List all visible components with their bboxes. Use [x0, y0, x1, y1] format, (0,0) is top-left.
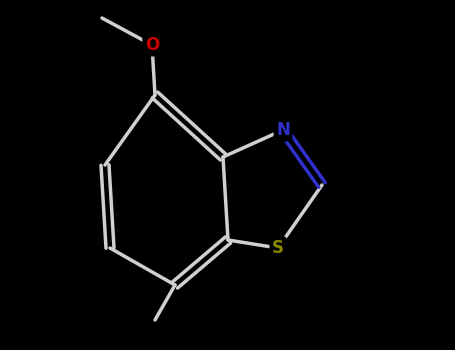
Text: O: O	[145, 36, 159, 54]
Text: N: N	[276, 121, 290, 139]
Text: S: S	[272, 239, 284, 257]
